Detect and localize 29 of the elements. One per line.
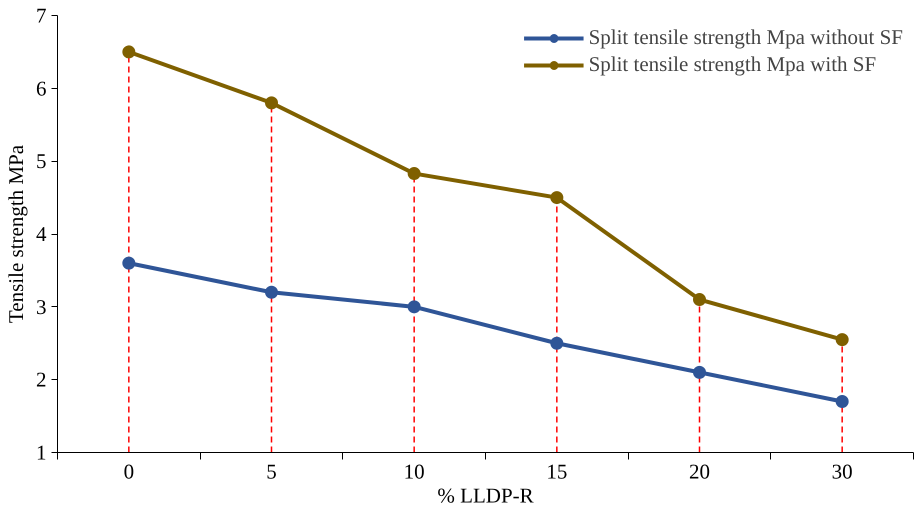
point	[265, 286, 278, 299]
x-tick-label: 30	[832, 460, 853, 484]
x-tick-label: 20	[689, 460, 710, 484]
y-tick-label: 7	[36, 4, 46, 28]
x-tick-label: 15	[546, 460, 568, 484]
x-tick-label: 5	[266, 460, 277, 484]
point	[836, 333, 849, 346]
y-tick-label: 2	[36, 368, 46, 392]
x-axis-title: % LLDP-R	[437, 484, 534, 508]
x-tick-label: 0	[124, 460, 134, 484]
point	[693, 366, 706, 379]
y-tick-label: 1	[36, 440, 46, 464]
point	[836, 395, 849, 408]
y-tick-label: 6	[36, 76, 46, 100]
point	[693, 293, 706, 306]
point	[122, 256, 136, 270]
y-tick-label: 5	[36, 149, 46, 174]
point	[122, 45, 136, 58]
point	[408, 167, 421, 180]
legend-label: Split tensile strength Mpa without SF	[588, 25, 903, 50]
legend-label: Split tensile strength Mpa with SF	[588, 52, 876, 77]
point	[408, 300, 421, 314]
y-axis-title: Tensile strength MPa	[4, 144, 28, 324]
point	[265, 96, 278, 110]
y-tick-label: 4	[36, 222, 47, 246]
point	[550, 191, 564, 204]
y-tick-label: 3	[36, 294, 46, 319]
point	[550, 336, 564, 350]
x-tick-label: 10	[404, 460, 425, 484]
